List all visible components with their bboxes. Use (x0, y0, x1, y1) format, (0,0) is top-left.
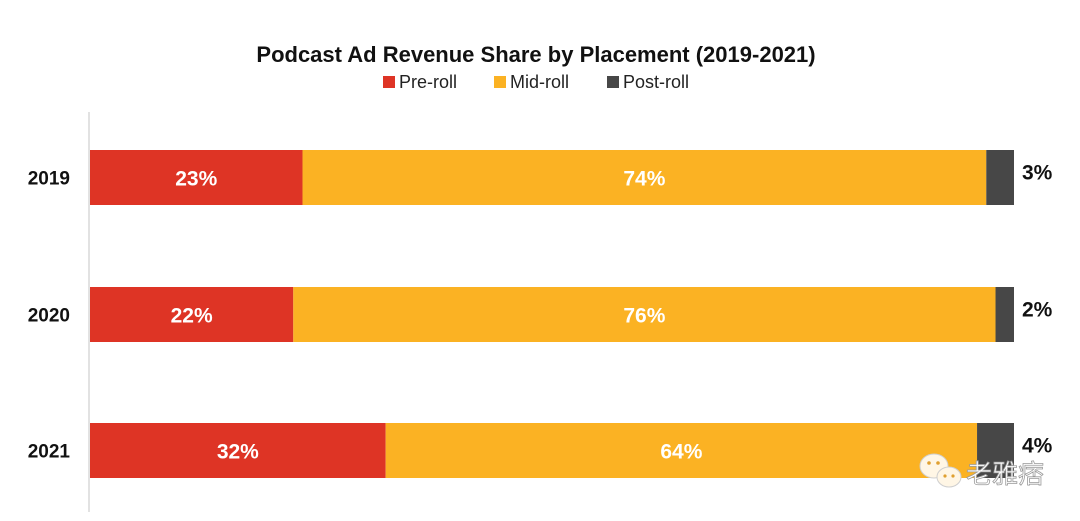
bar-segment-mid-roll (385, 423, 978, 478)
data-label: 22% (171, 305, 213, 328)
data-label: 74% (623, 168, 665, 191)
bar-row-2021: 2021 32% 64% 4% (28, 423, 1053, 478)
bar-segment-post-roll (986, 150, 1014, 205)
legend: Pre-roll Mid-roll Post-roll (383, 72, 689, 92)
legend-swatch (383, 76, 395, 88)
data-label: 2% (1022, 299, 1053, 322)
bar-segment-post-roll (977, 423, 1014, 478)
legend-swatch (607, 76, 619, 88)
category-label: 2021 (28, 442, 71, 463)
legend-item-mid-roll: Mid-roll (494, 72, 569, 92)
category-label: 2020 (28, 306, 70, 327)
legend-label: Post-roll (623, 72, 689, 92)
watermark: 老雅痞 (919, 453, 1044, 489)
legend-label: Pre-roll (399, 72, 457, 92)
bar-segment-pre-roll (90, 287, 294, 342)
data-label: 64% (660, 441, 702, 464)
legend-label: Mid-roll (510, 72, 569, 92)
legend-swatch (494, 76, 506, 88)
watermark-text: 老雅痞 (966, 459, 1044, 489)
data-label: 76% (623, 305, 665, 328)
bar-segment-pre-roll (90, 423, 386, 478)
legend-item-post-roll: Post-roll (607, 72, 689, 92)
bar-segment-post-roll (995, 287, 1014, 342)
bar-row-2019: 2019 23% 74% 3% (28, 150, 1053, 205)
legend-item-pre-roll: Pre-roll (383, 72, 457, 92)
bar-segment-mid-roll (293, 287, 996, 342)
bar-row-2020: 2020 22% 76% 2% (28, 287, 1053, 342)
bar-segment-mid-roll (302, 150, 987, 205)
data-label: 23% (175, 168, 217, 191)
chart-title: Podcast Ad Revenue Share by Placement (2… (256, 42, 815, 67)
bar-segment-pre-roll (90, 150, 303, 205)
data-label: 32% (217, 441, 259, 464)
data-label: 3% (1022, 162, 1053, 185)
data-label: 4% (1022, 435, 1053, 458)
wechat-icon (919, 453, 962, 488)
category-label: 2019 (28, 169, 70, 190)
bars: 2019 23% 74% 3% 2020 22% 76% 2% 2021 32% 64% 4% (28, 150, 1053, 478)
